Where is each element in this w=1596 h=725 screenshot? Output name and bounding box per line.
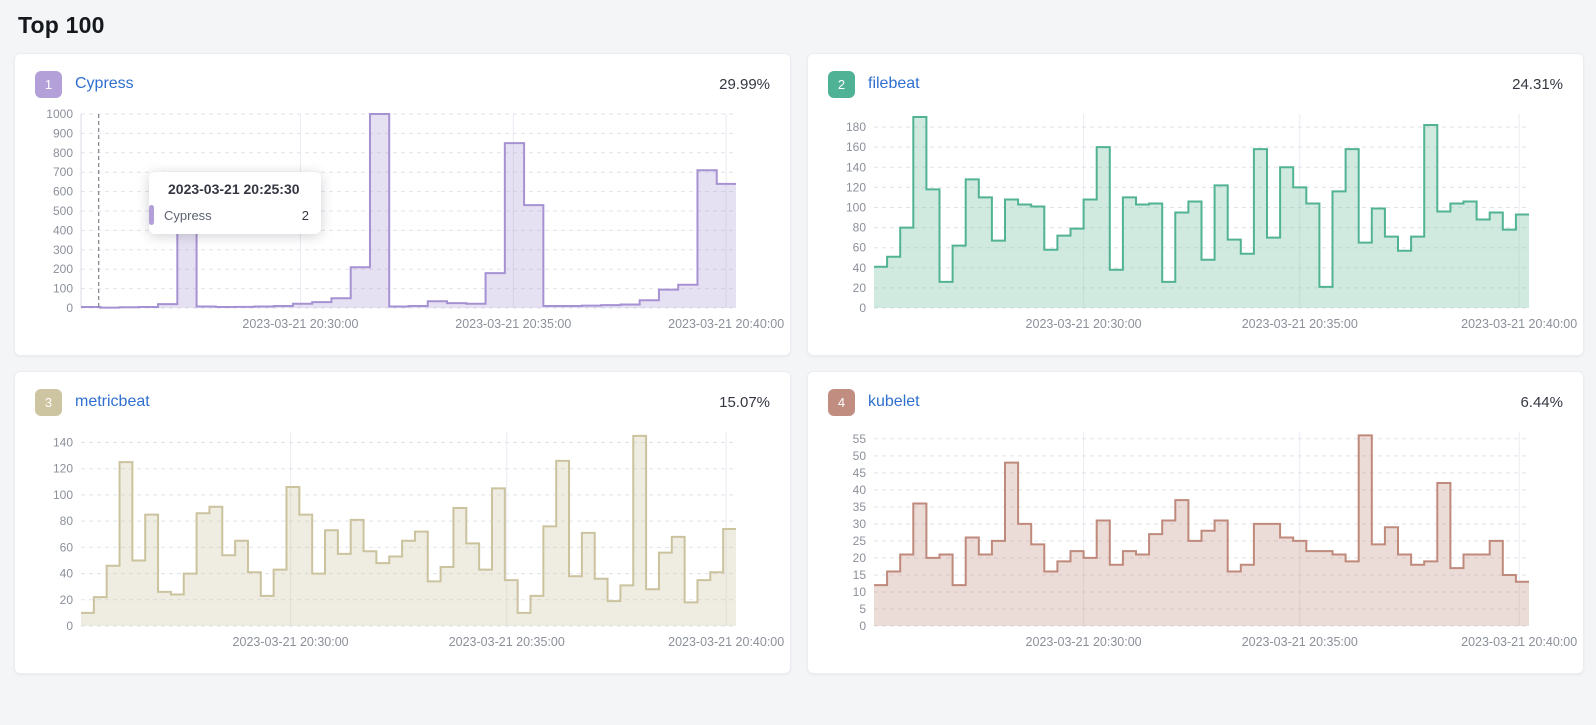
card-header: 1 Cypress 29.99% xyxy=(35,70,770,98)
chart-card-cypress: 1 Cypress 29.99% 0 100 200 300 400 500 600 700 8… xyxy=(14,53,791,356)
card-header: 2 filebeat 24.31% xyxy=(828,70,1563,98)
svg-text:100: 100 xyxy=(846,200,866,214)
svg-text:55: 55 xyxy=(853,432,867,446)
svg-text:0: 0 xyxy=(859,619,866,633)
chart-canvas: 0 5 10 15 20 25 30 35 40 45 50 55 2023-03-21 20:30:0… xyxy=(853,432,1578,649)
svg-text:25: 25 xyxy=(853,534,867,548)
svg-text:2023-03-21 20:40:00: 2023-03-21 20:40:00 xyxy=(1461,635,1577,649)
percent-value: 6.44% xyxy=(1520,393,1563,411)
svg-text:2023-03-21 20:35:00: 2023-03-21 20:35:00 xyxy=(449,635,565,649)
chart-plot-area[interactable]: 0 100 200 300 400 500 600 700 800 900 1000 2023-03-… xyxy=(35,106,784,338)
chart-card-metricbeat: 3 metricbeat 15.07% 0 20 40 60 80 100 120 140 20… xyxy=(14,371,791,674)
percent-value: 24.31% xyxy=(1512,75,1563,93)
svg-text:0: 0 xyxy=(66,619,73,633)
svg-text:80: 80 xyxy=(853,221,867,235)
svg-text:2023-03-21 20:35:00: 2023-03-21 20:35:00 xyxy=(1242,317,1358,331)
svg-text:2023-03-21 20:30:00: 2023-03-21 20:30:00 xyxy=(1026,317,1142,331)
series-link[interactable]: Cypress xyxy=(75,75,134,92)
svg-text:2023-03-21 20:35:00: 2023-03-21 20:35:00 xyxy=(455,317,571,331)
card-header: 4 kubelet 6.44% xyxy=(828,388,1563,416)
chart-card-filebeat: 2 filebeat 24.31% 0 20 40 60 80 100 120 140 160 1… xyxy=(807,53,1584,356)
svg-text:300: 300 xyxy=(53,243,73,257)
svg-text:10: 10 xyxy=(853,585,867,599)
svg-text:35: 35 xyxy=(853,500,867,514)
series-link[interactable]: filebeat xyxy=(868,75,920,92)
tooltip-series-label: Cypress xyxy=(164,207,212,223)
svg-text:2023-03-21 20:40:00: 2023-03-21 20:40:00 xyxy=(668,635,784,649)
svg-text:20: 20 xyxy=(853,551,867,565)
svg-text:60: 60 xyxy=(60,540,74,554)
tooltip-time: 2023-03-21 20:25:30 xyxy=(168,181,300,197)
chart-plot-area[interactable]: 0 20 40 60 80 100 120 140 2023-03-21 20:30:00 202… xyxy=(35,424,784,656)
svg-text:80: 80 xyxy=(60,514,74,528)
svg-text:20: 20 xyxy=(60,593,74,607)
svg-text:900: 900 xyxy=(53,126,73,140)
svg-text:2023-03-21 20:30:00: 2023-03-21 20:30:00 xyxy=(1026,635,1142,649)
svg-text:700: 700 xyxy=(53,165,73,179)
chart-canvas: 0 20 40 60 80 100 120 140 2023-03-21 20:30:00 202… xyxy=(53,432,784,649)
svg-text:40: 40 xyxy=(60,567,74,581)
chart-tooltip: 2023-03-21 20:25:30 Cypress 2 xyxy=(149,172,321,234)
svg-text:45: 45 xyxy=(853,466,867,480)
svg-text:40: 40 xyxy=(853,261,867,275)
svg-text:400: 400 xyxy=(53,223,73,237)
svg-text:15: 15 xyxy=(853,568,867,582)
svg-text:200: 200 xyxy=(53,262,73,276)
svg-text:40: 40 xyxy=(853,483,867,497)
svg-text:50: 50 xyxy=(853,449,867,463)
chart-canvas: 0 100 200 300 400 500 600 700 800 900 1000 2023-03-… xyxy=(46,107,784,331)
svg-text:2023-03-21 20:40:00: 2023-03-21 20:40:00 xyxy=(668,317,784,331)
rank-badge: 1 xyxy=(35,70,62,98)
svg-text:140: 140 xyxy=(53,435,73,449)
chart-plot-area[interactable]: 0 20 40 60 80 100 120 140 160 180 2023-03-21 20:30… xyxy=(828,106,1577,338)
svg-text:120: 120 xyxy=(53,462,73,476)
chart-plot-area[interactable]: 0 5 10 15 20 25 30 35 40 45 50 55 2023-03-21 20:30:0… xyxy=(828,424,1578,656)
series-link[interactable]: metricbeat xyxy=(75,393,150,410)
chart-canvas: 0 20 40 60 80 100 120 140 160 180 2023-03-21 20:30… xyxy=(846,114,1577,331)
svg-text:100: 100 xyxy=(53,488,73,502)
svg-text:100: 100 xyxy=(53,282,73,296)
percent-value: 29.99% xyxy=(719,75,770,93)
page-title: Top 100 xyxy=(18,12,105,38)
svg-text:1000: 1000 xyxy=(46,107,73,121)
rank-badge: 3 xyxy=(35,388,62,416)
svg-text:800: 800 xyxy=(53,146,73,160)
cards-grid: 1 Cypress 29.99% 0 100 200 300 400 500 600 700 8… xyxy=(0,53,1596,674)
svg-text:0: 0 xyxy=(859,301,866,315)
card-header: 3 metricbeat 15.07% xyxy=(35,388,770,416)
rank-badge: 4 xyxy=(828,388,855,416)
svg-text:160: 160 xyxy=(846,140,866,154)
chart-card-kubelet: 4 kubelet 6.44% 0 5 10 15 20 25 30 35 40 45 50 55 20… xyxy=(807,371,1584,674)
svg-text:60: 60 xyxy=(853,241,867,255)
svg-text:140: 140 xyxy=(846,160,866,174)
series-link[interactable]: kubelet xyxy=(868,393,920,410)
tooltip-series-row: Cypress 2 xyxy=(149,205,309,225)
svg-text:180: 180 xyxy=(846,120,866,134)
svg-text:600: 600 xyxy=(53,185,73,199)
svg-text:2023-03-21 20:40:00: 2023-03-21 20:40:00 xyxy=(1461,317,1577,331)
svg-text:2023-03-21 20:30:00: 2023-03-21 20:30:00 xyxy=(233,635,349,649)
svg-text:120: 120 xyxy=(846,180,866,194)
svg-text:2023-03-21 20:30:00: 2023-03-21 20:30:00 xyxy=(242,317,358,331)
tooltip-series-marker-icon xyxy=(149,205,154,225)
svg-text:0: 0 xyxy=(66,301,73,315)
rank-badge: 2 xyxy=(828,70,855,98)
svg-text:5: 5 xyxy=(859,602,866,616)
svg-text:500: 500 xyxy=(53,204,73,218)
svg-text:2023-03-21 20:35:00: 2023-03-21 20:35:00 xyxy=(1242,635,1358,649)
tooltip-series-value: 2 xyxy=(301,207,309,223)
percent-value: 15.07% xyxy=(719,393,770,411)
svg-text:20: 20 xyxy=(853,281,867,295)
svg-text:30: 30 xyxy=(853,517,867,531)
